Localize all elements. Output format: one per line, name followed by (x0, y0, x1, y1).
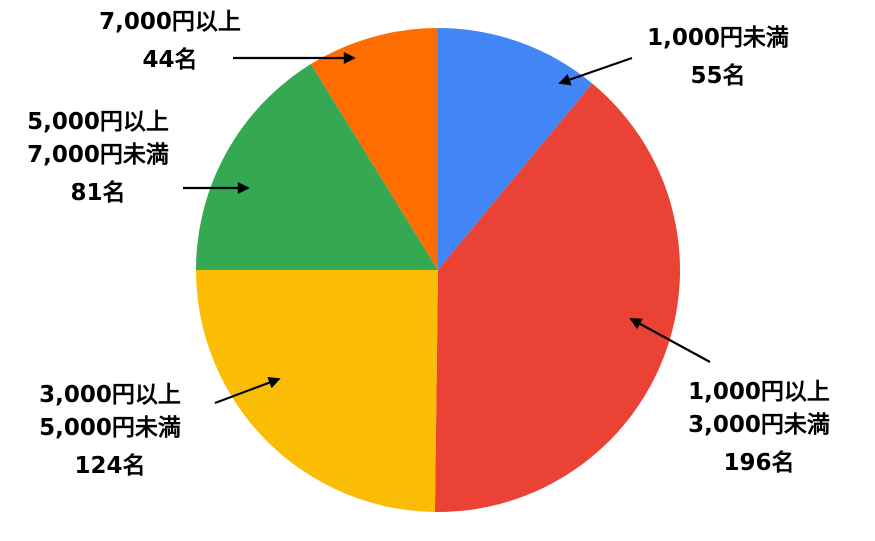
callout-arrow-under-1000-yen (558, 56, 633, 86)
callout-arrows (183, 52, 711, 405)
callout-range-line: 5,000円以上 (27, 109, 169, 135)
callout-count: 124名 (74, 453, 146, 479)
callout-range-line: 5,000円未満 (39, 415, 181, 441)
callout-label-under-1000-yen: 1,000円未満 55名 (647, 22, 789, 93)
callout-label-5000-to-7000-yen: 5,000円以上 7,000円未満 81名 (27, 106, 169, 210)
callout-range-line: 7,000円未満 (27, 142, 169, 168)
callout-label-3000-to-5000-yen: 3,000円以上 5,000円未満 124名 (39, 379, 181, 483)
pie-slice-under-1000-yen (438, 28, 593, 270)
pie-slice-1000-to-3000-yen (434, 83, 680, 512)
callout-label-1000-to-3000-yen: 1,000円以上 3,000円未満 196名 (688, 376, 830, 480)
pie-slices (195, 28, 680, 512)
callout-arrow-3000-to-5000-yen (214, 376, 281, 405)
pie-slice-over-7000-yen (310, 28, 438, 270)
callout-count: 55名 (690, 63, 746, 89)
callout-range-line: 7,000円以上 (99, 9, 241, 35)
callout-count: 196名 (723, 450, 795, 476)
callout-arrow-1000-to-3000-yen (629, 318, 711, 363)
pie-slice-3000-to-5000-yen (195, 270, 438, 512)
callout-range-line: 3,000円未満 (688, 412, 830, 438)
callout-range-line: 1,000円以上 (688, 379, 830, 405)
callout-label-over-7000-yen: 7,000円以上 44名 (99, 6, 241, 77)
callout-count: 44名 (142, 47, 198, 73)
callout-range-line: 3,000円以上 (39, 382, 181, 408)
callout-range-line: 1,000円未満 (647, 25, 789, 51)
pie-slice-5000-to-7000-yen (196, 64, 438, 270)
callout-count: 81名 (70, 180, 126, 206)
